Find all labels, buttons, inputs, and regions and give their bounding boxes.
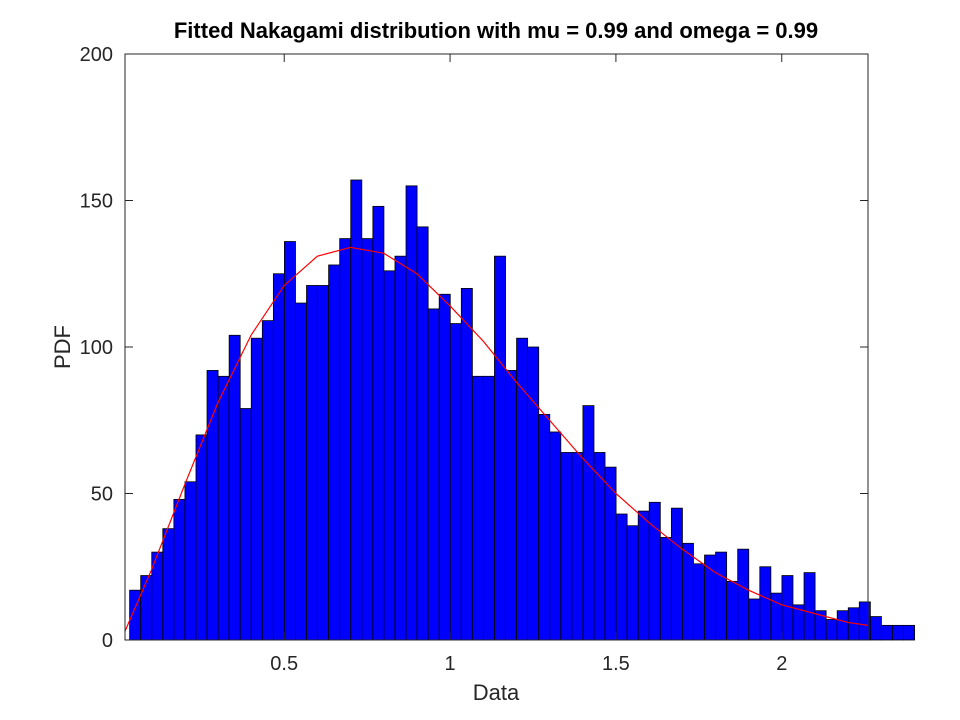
histogram-bar: [659, 537, 672, 641]
histogram-bar: [471, 375, 484, 641]
histogram-bar: [726, 581, 739, 641]
y-tick-label: 50: [91, 484, 113, 506]
histogram-bar: [328, 264, 341, 641]
histogram-bar: [173, 498, 186, 641]
histogram-bar: [416, 226, 429, 641]
histogram-bar: [505, 370, 517, 641]
histogram-bar: [317, 285, 330, 641]
histogram-bar: [571, 452, 584, 641]
histogram-bar: [361, 238, 374, 641]
histogram-bar: [184, 481, 197, 641]
histogram-bar: [648, 501, 661, 641]
x-tick-label: 0.5: [270, 653, 298, 675]
histogram-bar: [715, 551, 728, 641]
histogram-bar: [306, 285, 318, 641]
y-tick-label: 100: [80, 337, 113, 359]
histogram-bar: [704, 554, 716, 641]
histogram-bar: [637, 510, 650, 641]
histogram-bar: [615, 513, 628, 641]
y-tick-label: 200: [80, 44, 113, 66]
histogram-bar: [869, 616, 882, 641]
histogram-bar: [825, 619, 838, 641]
histogram-bar: [549, 431, 562, 641]
histogram-bar: [250, 337, 263, 641]
histogram-bar: [405, 185, 418, 641]
y-tick-label: 150: [80, 191, 113, 213]
histogram-bar: [892, 624, 904, 641]
histogram-bar: [438, 293, 451, 641]
histogram-bar: [206, 370, 219, 641]
histogram-bar: [339, 238, 352, 641]
histogram-bar: [748, 598, 761, 641]
histogram-bar: [228, 334, 241, 641]
x-tick-label: 1.5: [602, 653, 630, 675]
histogram-bar: [881, 624, 893, 641]
histogram-bar: [140, 575, 153, 641]
histogram-bar: [272, 273, 285, 641]
histogram-bar: [682, 542, 694, 641]
histogram-bar: [483, 375, 495, 641]
chart-title: Fitted Nakagami distribution with mu = 0…: [174, 18, 818, 43]
histogram-bar: [803, 572, 816, 641]
x-tick-label: 2: [776, 653, 787, 675]
histogram-bar: [460, 287, 473, 641]
histogram-bar: [527, 346, 540, 641]
histogram-bar: [284, 241, 296, 641]
histogram-bar: [670, 507, 683, 641]
histogram-bar: [737, 548, 750, 641]
histogram-bar: [693, 563, 705, 641]
histogram-bar: [626, 525, 639, 641]
histogram-bar: [494, 255, 506, 641]
histogram-bar: [903, 624, 915, 641]
x-tick-label: 1: [445, 653, 456, 675]
histogram-bar: [239, 408, 252, 641]
histogram-bar: [759, 566, 772, 641]
histogram-bar: [560, 452, 573, 641]
histogram-bar: [538, 413, 551, 641]
histogram-bar: [604, 466, 617, 641]
axis-ticks: 0.5 1 1.5 2 0 50 100 150 200: [80, 44, 868, 675]
histogram-bar: [449, 323, 462, 641]
histogram-bar: [372, 205, 385, 641]
histogram-bar: [383, 270, 396, 641]
histogram-bar: [162, 528, 175, 641]
y-tick-label: 0: [102, 630, 113, 652]
histogram-bar: [858, 601, 871, 641]
histogram-bar: [295, 302, 307, 641]
histogram-bar: [582, 405, 595, 641]
histogram-bar: [195, 434, 208, 641]
histogram-bar: [427, 308, 440, 641]
histogram-bar: [261, 320, 274, 641]
fitted-pdf-line: [124, 246, 869, 632]
histogram-bar: [394, 255, 407, 641]
histogram-bar: [836, 610, 849, 641]
y-axis-label: PDF: [50, 325, 75, 369]
x-axis-label: Data: [473, 680, 520, 705]
histogram-bar: [217, 375, 230, 641]
